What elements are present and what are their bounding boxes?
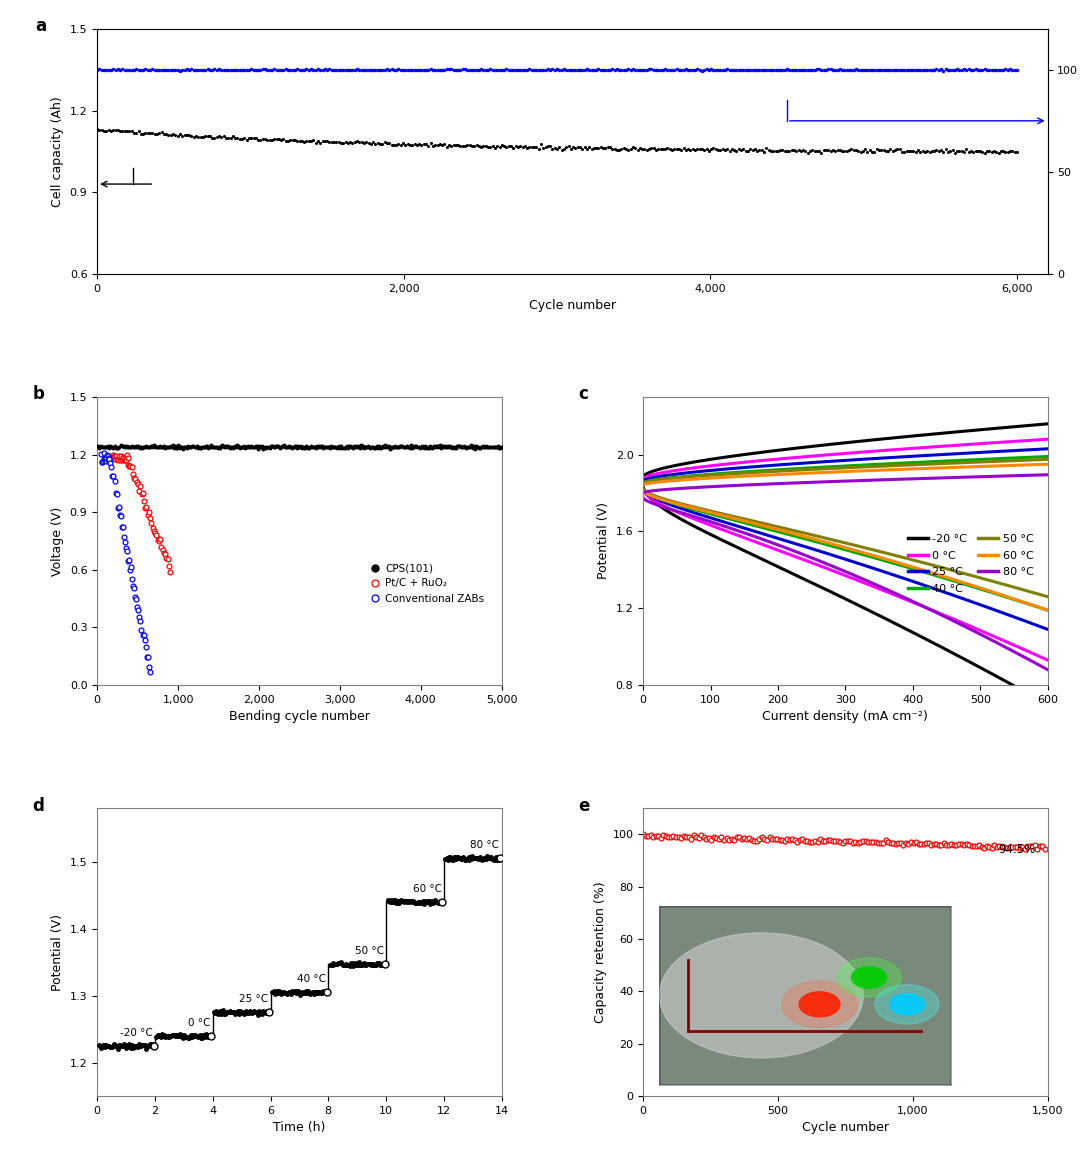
Y-axis label: Cell capacity (Ah): Cell capacity (Ah) — [51, 96, 64, 206]
Y-axis label: Potential (V): Potential (V) — [51, 914, 64, 991]
Text: d: d — [32, 797, 44, 814]
Text: 40 °C: 40 °C — [297, 974, 326, 985]
Y-axis label: Capacity retention (%): Capacity retention (%) — [594, 882, 607, 1023]
Y-axis label: Voltage (V): Voltage (V) — [51, 507, 64, 575]
Text: 0 °C: 0 °C — [188, 1017, 211, 1028]
Y-axis label: Potential (V): Potential (V) — [597, 502, 610, 580]
Text: e: e — [579, 797, 590, 814]
Text: 60 °C: 60 °C — [413, 884, 442, 894]
Text: c: c — [579, 385, 589, 404]
X-axis label: Cycle number: Cycle number — [801, 1122, 889, 1134]
X-axis label: Current density (mA cm⁻²): Current density (mA cm⁻²) — [762, 710, 929, 724]
Legend: -20 °C, 0 °C, 25 °C, 40 °C, 50 °C, 60 °C, 80 °C: -20 °C, 0 °C, 25 °C, 40 °C, 50 °C, 60 °C… — [903, 530, 1038, 599]
X-axis label: Cycle number: Cycle number — [529, 299, 616, 312]
Text: 25 °C: 25 °C — [239, 994, 268, 1005]
Text: -20 °C: -20 °C — [120, 1028, 152, 1038]
Text: 50 °C: 50 °C — [354, 947, 383, 956]
X-axis label: Bending cycle number: Bending cycle number — [229, 710, 369, 724]
Text: 80 °C: 80 °C — [470, 840, 499, 850]
X-axis label: Time (h): Time (h) — [273, 1122, 325, 1134]
Text: 94.5%: 94.5% — [998, 842, 1036, 856]
Text: b: b — [32, 385, 44, 404]
Legend: CPS(101), Pt/C + RuO₂, Conventional ZABs: CPS(101), Pt/C + RuO₂, Conventional ZABs — [364, 559, 488, 608]
Text: a: a — [36, 16, 46, 35]
